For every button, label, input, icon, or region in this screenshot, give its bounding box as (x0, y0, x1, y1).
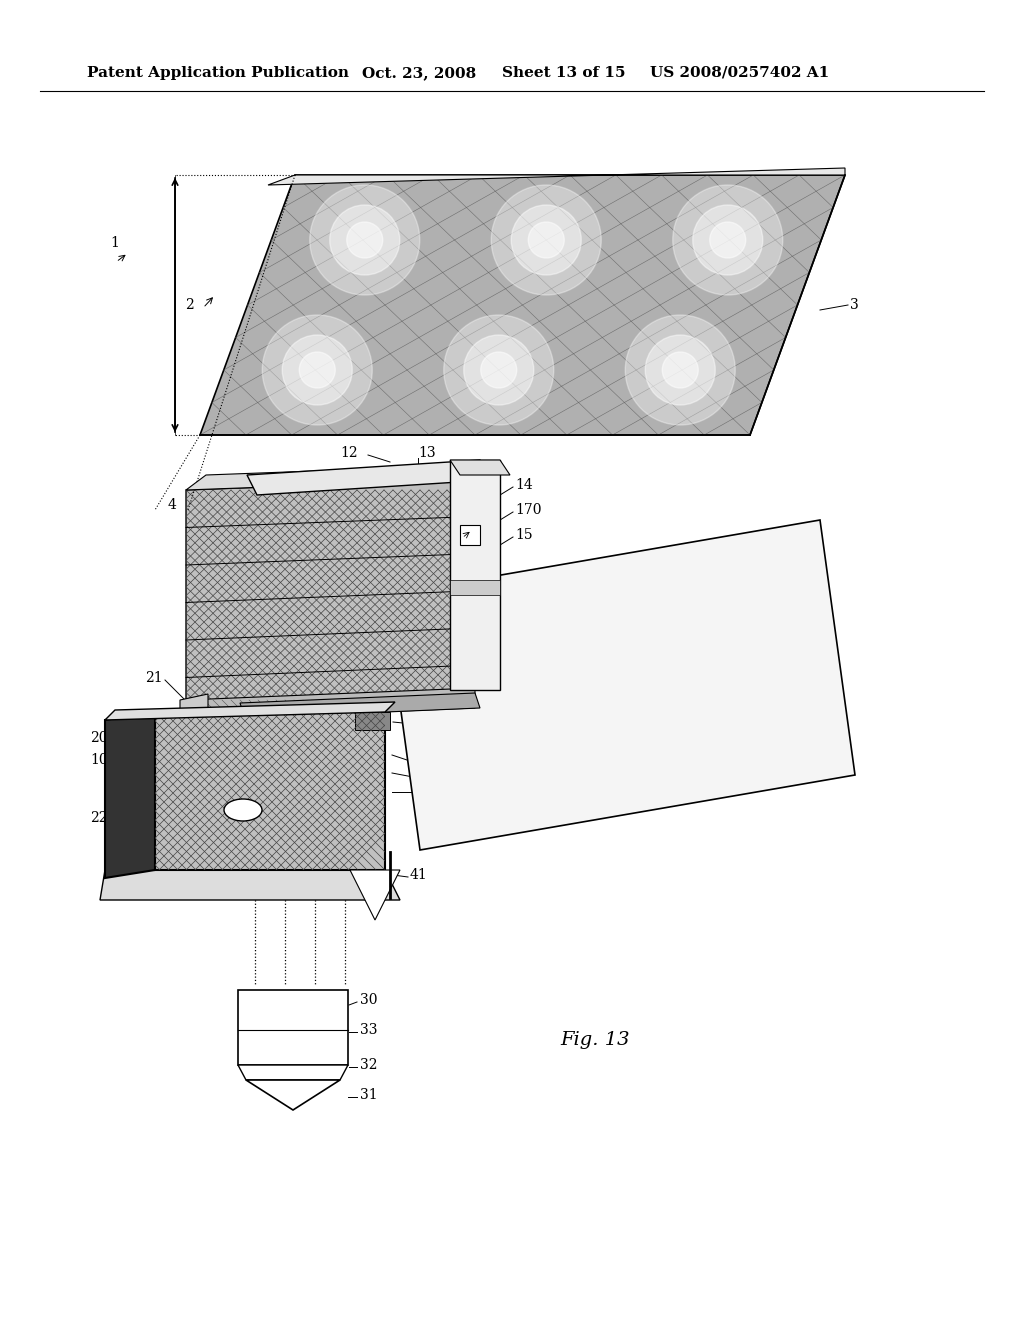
Polygon shape (385, 520, 855, 850)
Text: 23: 23 (415, 768, 432, 781)
Text: 4: 4 (168, 498, 177, 512)
Text: 32: 32 (360, 1059, 378, 1072)
Text: 33: 33 (360, 1023, 378, 1038)
Polygon shape (450, 459, 500, 690)
Text: 1: 1 (110, 236, 119, 249)
Polygon shape (100, 870, 400, 900)
Polygon shape (268, 168, 845, 185)
Text: 11: 11 (194, 480, 212, 495)
Circle shape (330, 205, 399, 275)
Polygon shape (105, 711, 155, 878)
Circle shape (347, 222, 383, 257)
Polygon shape (105, 702, 395, 719)
Circle shape (693, 205, 763, 275)
Polygon shape (450, 459, 510, 475)
Text: 20: 20 (90, 731, 108, 744)
Polygon shape (350, 870, 400, 920)
Ellipse shape (224, 799, 262, 821)
Circle shape (492, 185, 601, 294)
Circle shape (626, 315, 735, 425)
Polygon shape (238, 990, 348, 1065)
Polygon shape (450, 579, 500, 595)
Circle shape (480, 352, 517, 388)
Text: 2: 2 (185, 298, 194, 312)
Text: Oct. 23, 2008: Oct. 23, 2008 (362, 66, 476, 81)
Text: 22: 22 (90, 810, 108, 825)
Polygon shape (240, 693, 480, 718)
Text: 14: 14 (515, 478, 532, 492)
Circle shape (645, 335, 715, 405)
Text: US 2008/0257402 A1: US 2008/0257402 A1 (650, 66, 829, 81)
Text: 13: 13 (418, 446, 435, 459)
Text: 17: 17 (810, 643, 827, 657)
Text: 19: 19 (415, 752, 432, 767)
Polygon shape (186, 465, 476, 490)
Text: Fig. 13: Fig. 13 (560, 1031, 630, 1049)
Text: 12: 12 (340, 446, 357, 459)
Text: 30: 30 (360, 993, 378, 1007)
Polygon shape (186, 688, 475, 719)
Text: Patent Application Publication: Patent Application Publication (87, 66, 349, 81)
Polygon shape (180, 694, 208, 719)
Text: 24: 24 (410, 686, 428, 700)
Circle shape (464, 335, 534, 405)
Text: 15: 15 (515, 528, 532, 543)
Text: 41: 41 (410, 869, 428, 882)
Text: 3: 3 (850, 298, 859, 312)
Polygon shape (238, 1065, 348, 1080)
Polygon shape (355, 711, 390, 730)
Polygon shape (200, 176, 845, 436)
Circle shape (283, 335, 352, 405)
Circle shape (710, 222, 745, 257)
Circle shape (299, 352, 335, 388)
Circle shape (673, 185, 782, 294)
Text: 31: 31 (360, 1088, 378, 1102)
Polygon shape (247, 459, 490, 495)
Text: 16: 16 (170, 855, 187, 869)
Circle shape (262, 315, 373, 425)
Text: 18: 18 (415, 783, 432, 797)
Circle shape (511, 205, 582, 275)
Polygon shape (186, 480, 456, 715)
Circle shape (443, 315, 554, 425)
Polygon shape (460, 525, 480, 545)
Text: 170: 170 (515, 503, 542, 517)
Text: 10: 10 (90, 752, 108, 767)
Text: 44: 44 (415, 715, 433, 729)
Polygon shape (246, 1080, 340, 1110)
Text: Sheet 13 of 15: Sheet 13 of 15 (502, 66, 626, 81)
Circle shape (309, 185, 420, 294)
Circle shape (663, 352, 698, 388)
Circle shape (528, 222, 564, 257)
Text: 21: 21 (145, 671, 163, 685)
Text: 26: 26 (165, 721, 182, 735)
Polygon shape (155, 711, 385, 870)
